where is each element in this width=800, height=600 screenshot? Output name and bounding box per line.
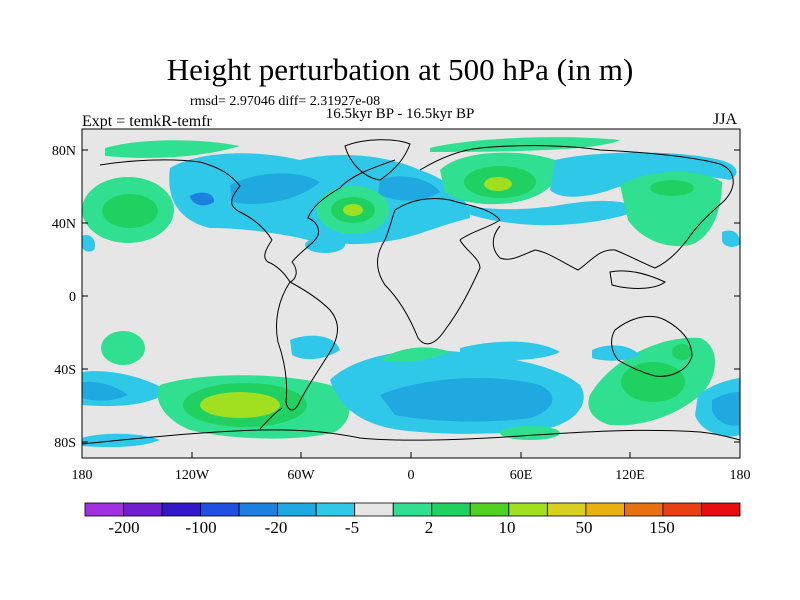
antarctic-peninsula-coast xyxy=(259,407,283,430)
colorbar-swatch xyxy=(161,502,201,517)
colorbar-swatch xyxy=(431,502,471,517)
lon-label-0: 0 xyxy=(408,468,415,483)
colorbar-swatch xyxy=(624,502,664,517)
lon-label-180e: 180 xyxy=(730,468,751,483)
lon-label-180w: 180 xyxy=(72,468,93,483)
north-america-coast xyxy=(99,159,396,283)
colorbar-swatch xyxy=(662,502,702,517)
experiment-label: Expt = temkR-temfr xyxy=(82,113,212,130)
map-panel: 80N 40N 0 40S 80S 180 120W 60W 0 60E 120… xyxy=(52,128,751,483)
pos-peak-north-atlantic xyxy=(343,204,363,216)
neg-cell-dateline-edge xyxy=(722,230,740,247)
pos-core-nw-pacific xyxy=(650,180,694,196)
neg-cell-indian-east xyxy=(592,345,640,361)
colorbar-label: 10 xyxy=(499,518,516,537)
pos-core-tasman xyxy=(672,344,692,360)
stats-label: rmsd= 2.97046 diff= 2.31927e-08 xyxy=(190,94,381,109)
neg-core-indian xyxy=(380,377,553,422)
lon-ticks xyxy=(81,452,741,458)
pos-cell-south-pacific-west xyxy=(101,331,145,365)
pos-core-north-pacific xyxy=(102,194,158,228)
colorbar-swatch xyxy=(585,502,625,517)
colorbar-label: -5 xyxy=(345,518,359,537)
chart-title: Height perturbation at 500 hPa (in m) xyxy=(166,52,634,87)
lon-label-120e: 120E xyxy=(615,468,645,483)
neg-core-canada xyxy=(230,173,320,204)
colorbar-swatch xyxy=(123,502,163,517)
neg-band-central-asia xyxy=(445,200,640,226)
pos-cell-antarctic-coast xyxy=(500,426,560,440)
colorbar-swatch xyxy=(508,502,548,517)
lat-ticks xyxy=(82,149,740,443)
colorbar-swatch xyxy=(392,502,433,517)
colorbar-label: -100 xyxy=(185,518,216,537)
pos-peak-southeast-pacific xyxy=(200,392,280,418)
maritime-continent-coast xyxy=(609,270,666,289)
neg-band-north-atlantic xyxy=(169,153,470,245)
colorbar-label: 150 xyxy=(649,518,675,537)
lon-label-60w: 60W xyxy=(287,468,315,483)
lat-label-0: 0 xyxy=(69,290,76,305)
pos-peak-urals xyxy=(484,177,512,191)
colorbar-swatch xyxy=(84,502,124,517)
pos-band-arctic-pacific xyxy=(105,140,240,158)
neg-cell-pacific-edge xyxy=(82,234,96,252)
colorbar-labels: -200 -100 -20 -5 2 10 50 150 xyxy=(108,518,674,537)
pos-cell-south-africa xyxy=(380,347,450,363)
south-america-coast xyxy=(276,281,338,411)
colorbar-swatch xyxy=(238,502,279,517)
lat-label-40n: 40N xyxy=(52,217,76,232)
colorbar-swatch xyxy=(701,502,741,517)
antarctica-coast xyxy=(82,429,740,445)
colorbar-swatch xyxy=(315,502,356,517)
africa-europe-coast xyxy=(377,197,501,345)
colorbar-swatch xyxy=(354,502,394,517)
asia-coast xyxy=(419,145,734,271)
lat-label-80s: 80S xyxy=(54,436,76,451)
neg-cell-tropical-atlantic xyxy=(305,237,345,253)
pos-core-australia xyxy=(621,362,685,402)
greenland-coast xyxy=(344,139,411,181)
neg-core-southwest-pacific xyxy=(712,392,740,426)
colorbar-swatch xyxy=(200,502,240,517)
neg-peak-west xyxy=(190,192,215,206)
colorbar-label: -200 xyxy=(108,518,139,537)
neg-cell-south-atlantic xyxy=(290,335,340,360)
neg-core-europe xyxy=(378,176,440,201)
lon-label-120w: 120W xyxy=(175,468,210,483)
neg-core-south-pacific xyxy=(82,381,128,401)
neg-cell-south-indian-north xyxy=(460,341,560,361)
lat-label-80n: 80N xyxy=(52,144,76,159)
australia-coast xyxy=(611,315,693,377)
season-label: JJA xyxy=(713,111,738,128)
colorbar xyxy=(84,502,741,517)
colorbar-label: -20 xyxy=(265,518,288,537)
neg-band-siberia xyxy=(550,152,737,197)
lon-label-60e: 60E xyxy=(510,468,533,483)
colorbar-swatch xyxy=(546,502,587,517)
colorbar-swatch xyxy=(277,502,317,517)
colorbar-label: 50 xyxy=(576,518,593,537)
colorbar-label: 2 xyxy=(425,518,434,537)
period-label: 16.5kyr BP - 16.5kyr BP xyxy=(325,106,475,122)
colorbar-swatch xyxy=(469,502,510,517)
lat-label-40s: 40S xyxy=(54,363,76,378)
coastlines xyxy=(82,139,740,445)
